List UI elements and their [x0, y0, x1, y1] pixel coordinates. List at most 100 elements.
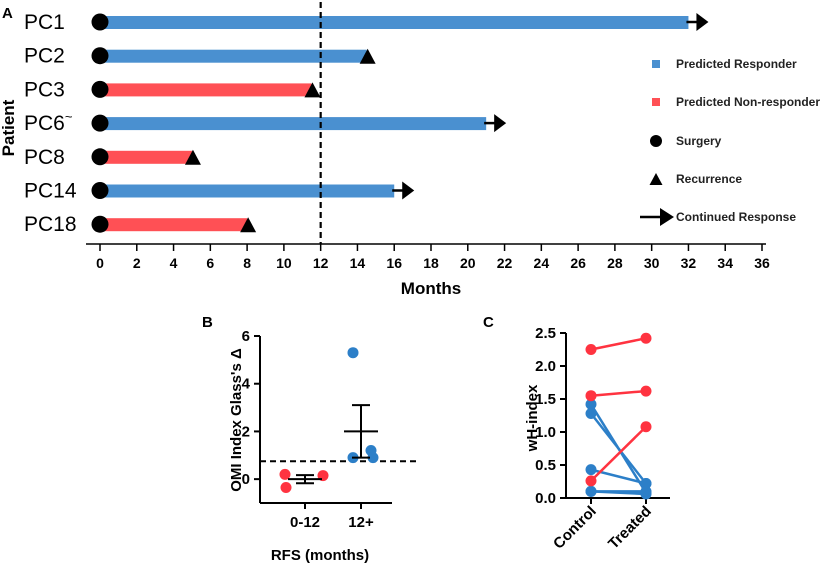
data-point [347, 347, 359, 359]
surgery-marker [91, 114, 109, 132]
y-tick-label: 2 [242, 423, 250, 440]
patient-row: PC8 [24, 146, 201, 169]
data-point [585, 475, 597, 487]
patient-label: PC2 [24, 45, 65, 68]
patient-label: PC18 [24, 213, 77, 236]
data-point [585, 485, 597, 497]
x-tick-label: 20 [460, 255, 476, 271]
continued-arrow-head [402, 181, 415, 200]
legend-swatch [652, 98, 660, 106]
y-tick-label: 0 [242, 471, 250, 488]
recurrence-marker [240, 217, 257, 233]
surgery-marker [91, 148, 109, 166]
data-point [585, 464, 597, 476]
x-tick-label: 8 [243, 255, 251, 271]
legend-label: Continued Response [676, 210, 796, 224]
x-tick-label: 26 [570, 255, 586, 271]
x-tick-label: 4 [170, 255, 178, 271]
data-point [640, 421, 652, 433]
surgery-marker [91, 13, 109, 31]
x-tick-label: 6 [206, 255, 214, 271]
patient-bar [100, 83, 312, 97]
panel-c-label: C [483, 314, 494, 331]
data-point [585, 408, 597, 420]
patient-row: PC3 [24, 78, 321, 101]
patient-row: PC6~ [24, 109, 507, 135]
patient-label: PC3 [24, 78, 65, 101]
surgery-marker [91, 215, 109, 233]
legend-item-non-responder: Predicted Non-responder [652, 95, 820, 109]
patient-bar [100, 150, 192, 164]
y-tick-label: 4 [242, 376, 251, 393]
patient-row: PC1 [24, 11, 709, 34]
y-tick-label: 1.0 [535, 424, 556, 441]
surgery-marker [91, 182, 109, 199]
y-tick-label: 6 [242, 328, 250, 345]
patient-label: PC8 [24, 146, 65, 169]
data-point [367, 452, 379, 464]
y-tick-label: 1.5 [535, 391, 556, 408]
paired-series [585, 421, 652, 487]
data-point [585, 390, 597, 402]
continued-arrow-head [696, 13, 709, 31]
series-line [590, 412, 647, 485]
x-tick-label: Control [550, 503, 600, 553]
x-tick-label: 24 [534, 255, 550, 271]
x-tick-label: 14 [350, 255, 366, 271]
data-point [640, 477, 652, 489]
panel-c: C 0.0 0.5 1.0 1.5 2.0 2.5 Control Treated wH-in… [483, 314, 670, 553]
x-tick-label: 22 [497, 255, 513, 271]
legend-item-recurrence: Recurrence [649, 172, 742, 186]
data-point [640, 385, 652, 397]
x-tick-label: 34 [717, 255, 733, 271]
panel-a: A 0 2 4 6 8 10 12 14 16 18 20 22 24 26 28 30 32 34 36 Mont… [0, 2, 820, 298]
group-0-12 [279, 468, 329, 493]
legend-item-responder: Predicted Responder [652, 57, 797, 71]
patient-label: PC14 [24, 180, 77, 203]
y-tick-label: 0.0 [535, 490, 556, 507]
group-12+ [344, 347, 379, 464]
series-line [590, 337, 647, 351]
data-point [640, 332, 652, 344]
patient-label: PC1 [24, 11, 65, 34]
x-tick-label: 30 [644, 255, 660, 271]
panel-b: B 0 2 4 6 0-12 12+ RFS (months) OMI Index Gla… [202, 314, 420, 564]
patient-row: PC2 [24, 45, 376, 68]
data-point [585, 398, 597, 410]
x-tick-label: 0-12 [290, 514, 320, 531]
recurrence-marker [304, 82, 321, 98]
x-tick-label: 32 [681, 255, 697, 271]
x-tick-label: 12+ [348, 514, 374, 531]
patient-row: PC18 [24, 213, 257, 236]
x-tick-label: 0 [96, 255, 104, 271]
x-tick-label: 2 [133, 255, 141, 271]
series-line [590, 425, 647, 482]
legend-label: Recurrence [676, 172, 742, 186]
surgery-marker [91, 47, 109, 65]
legend-swatch [652, 60, 660, 68]
legend-triangle-icon [649, 173, 663, 185]
x-tick-label: 28 [607, 255, 623, 271]
series-line [590, 389, 647, 397]
series-line [590, 490, 647, 496]
data-point [640, 488, 652, 500]
legend-label: Predicted Non-responder [676, 95, 820, 109]
legend-arrow-icon [660, 208, 674, 226]
panel-a-label: A [2, 5, 13, 22]
paired-series [585, 332, 652, 355]
x-tick-label: 18 [423, 255, 439, 271]
panel-a-y-title: Patient [0, 99, 18, 156]
data-point [279, 468, 291, 480]
x-tick-label: 16 [386, 255, 402, 271]
x-tick-label: Treated [605, 503, 655, 553]
panel-b-x-title: RFS (months) [271, 547, 369, 564]
panel-b-label: B [202, 314, 213, 331]
patient-bar [100, 117, 487, 131]
legend-label: Surgery [676, 134, 722, 148]
x-tick-label: 12 [313, 255, 329, 271]
patient-bar [100, 49, 367, 63]
paired-series [585, 485, 652, 500]
panel-a-x-title: Months [401, 279, 461, 298]
patient-bar [100, 184, 395, 198]
